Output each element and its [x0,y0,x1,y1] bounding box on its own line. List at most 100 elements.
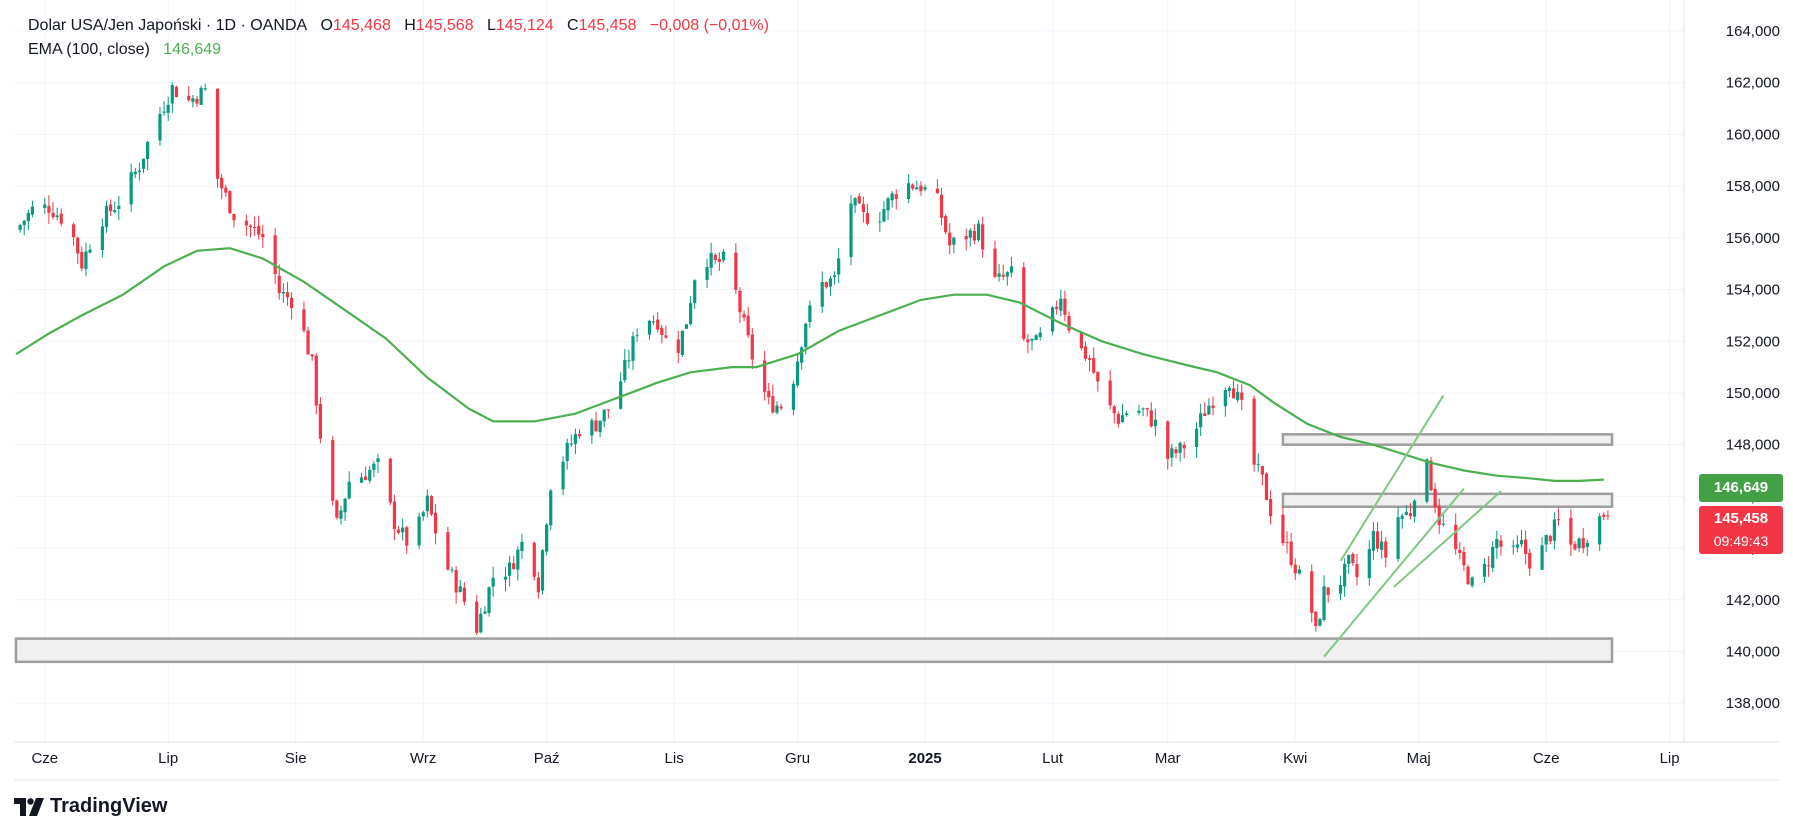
candle-body [1256,464,1260,466]
candle-body [220,177,224,189]
candle-body [388,458,392,503]
candle-body [1112,406,1116,414]
candle-body [306,330,310,355]
candle-body [30,206,35,215]
candle-body [1602,514,1606,517]
candle-body [606,409,610,411]
open-value: 145,468 [333,17,391,34]
x-tick-label: Lut [1042,750,1064,767]
candle-body [1236,392,1240,401]
candle-body [623,359,627,381]
candle-body [1009,266,1014,273]
x-axis[interactable]: Cze Lip Sie Wrz Paź Lis Gru 2025 Lut Mar Kwi Maj Cze… [31,750,1679,767]
candle-body [215,88,220,179]
candle-body [401,527,405,533]
candle-body [890,193,894,201]
trendline [1339,395,1445,562]
y-tick-label: 154,000 [1726,282,1780,299]
candle-body [244,220,248,226]
candle-body [491,577,495,587]
candle-body [1486,565,1491,567]
x-tick-label: Cze [31,750,58,767]
candle-body [421,512,425,517]
candle-body [1199,413,1203,428]
candle-body [285,292,290,298]
candle-body [1375,531,1380,549]
candle-body [109,204,113,212]
candle-body [1524,539,1528,555]
candle-body [1585,542,1589,547]
candle-body [55,215,59,218]
candle-body [43,204,47,208]
candle-body [1227,387,1232,392]
candle-body [1289,541,1293,565]
y-axis[interactable]: 164,000 162,000 160,000 158,000 156,000 154,0… [1726,23,1780,712]
candle-body [376,458,380,463]
candle-body [656,319,660,330]
candle-body [372,463,376,470]
symbol-title[interactable]: Dolar USA/Jen Japoński · 1D · OANDA [28,17,308,34]
tradingview-icon [14,797,44,816]
candle-body [1145,408,1149,410]
candle-body [141,158,146,169]
candle-body [1022,267,1026,340]
candle-body [1433,488,1437,508]
grid [14,0,1684,742]
candle-body [627,360,631,362]
candle-body [1384,541,1388,558]
candle-body [882,209,886,222]
candle-body [795,361,800,386]
close-label: C [567,17,579,34]
candle-body [1552,519,1557,541]
x-tick-label: Paź [534,750,560,767]
sr-zone [1281,492,1614,508]
change-value: −0,008 (−0,01%) [649,17,769,34]
chart-legend: Dolar USA/Jen Japoński · 1D · OANDA O145… [28,14,769,62]
candle-body [1519,540,1524,545]
candle-body [1462,551,1466,566]
y-tick-label: 162,000 [1726,75,1780,92]
sr-zone [14,637,1614,664]
candle-body [676,339,680,354]
candle-body [939,194,944,218]
low-label: L [486,17,496,34]
candle-body [577,433,582,437]
candle-body [849,203,853,258]
candle-body [368,469,372,481]
candle-body [1573,543,1577,550]
candle-body [664,335,668,338]
high-label: H [404,17,416,34]
candle-body [133,171,137,175]
candle-body [545,524,549,552]
candle-body [51,212,55,218]
candle-body [1367,549,1371,579]
x-tick-label: Gru [785,750,810,767]
candle-body [1137,410,1141,413]
candle-body [1556,519,1561,521]
candle-body [631,336,635,361]
tradingview-logo[interactable]: TradingView [14,795,167,818]
candle-body [195,98,199,104]
candle-body [750,334,754,360]
candle-body [635,335,639,337]
candle-body [174,86,179,98]
candle-body [734,252,738,290]
candle-body [1322,586,1326,620]
candle-body [76,237,80,254]
candle-body [475,601,479,633]
candle-body [738,290,742,313]
candle-body [417,516,421,546]
ema-label[interactable]: EMA (100, close) [28,41,150,58]
candle-body [1351,553,1355,564]
x-tick-label: Lis [665,750,684,767]
candle-body [1400,515,1404,519]
candle-body [1059,298,1063,311]
x-tick-label: Lip [1660,750,1680,767]
candle-body [1153,419,1158,427]
candle-body [1293,564,1297,574]
candle-body [1470,577,1474,586]
candle-body [224,187,228,193]
candle-body [594,420,598,432]
bar-countdown: 09:49:43 [1713,533,1769,549]
